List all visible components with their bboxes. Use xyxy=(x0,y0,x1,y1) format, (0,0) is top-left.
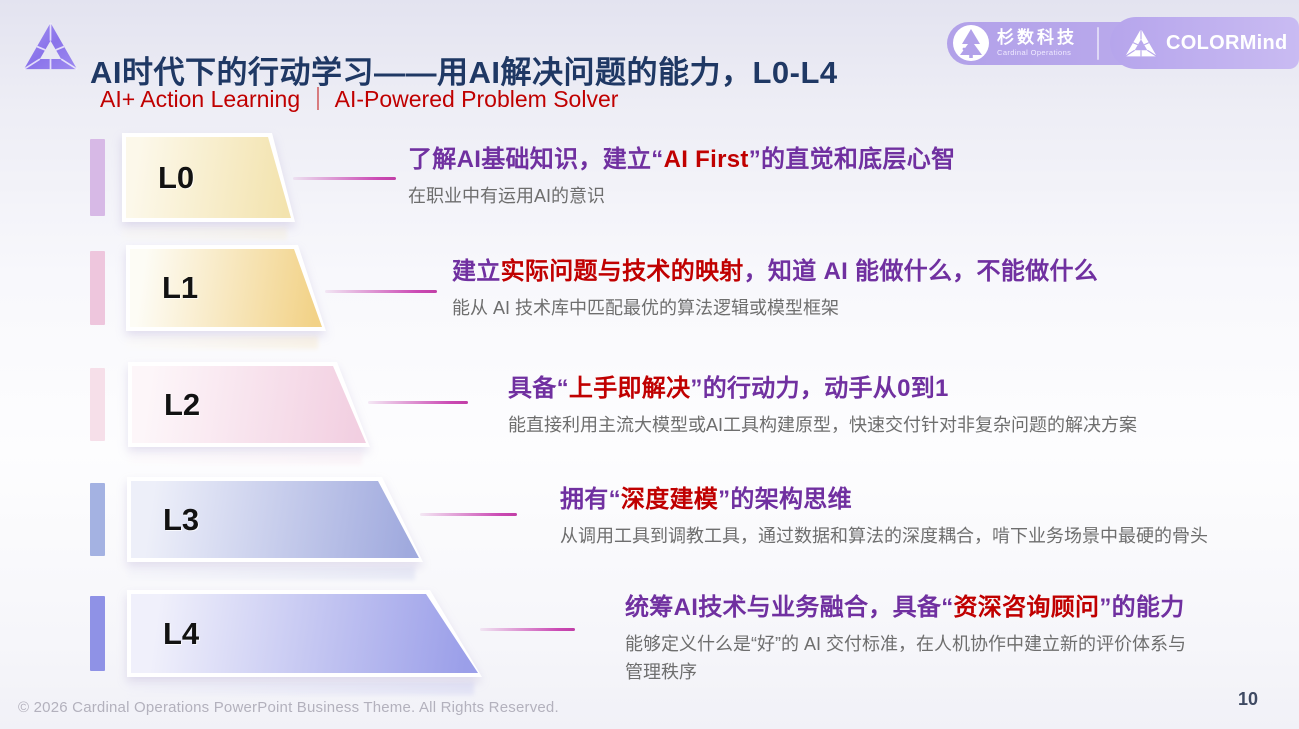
slide-title: AI时代下的行动学习——用AI解决问题的能力，L0-L4 xyxy=(90,54,838,90)
connector-line xyxy=(480,628,575,631)
level-badge: L0 xyxy=(158,159,195,195)
level-desc: 在职业中有运用AI的意识 xyxy=(408,186,606,206)
level-shape-l0 xyxy=(122,133,295,222)
level-accent-bar xyxy=(90,368,105,441)
level-badge: L2 xyxy=(164,386,201,422)
level-shape-l2 xyxy=(128,362,370,447)
level-desc: 从调用工具到调教工具，通过数据和算法的深度耦合，啃下业务场景中最硬的骨头 xyxy=(560,526,1208,546)
level-desc: 能从 AI 技术库中匹配最优的算法逻辑或模型框架 xyxy=(452,298,840,318)
slide-subtitle: AI+ Action Learning ｜ AI-Powered Problem… xyxy=(100,86,619,112)
level-title: 拥有“深度建模”的架构思维 xyxy=(560,486,852,513)
level-title: 建立实际问题与技术的映射，知道 AI 能做什么，不能做什么 xyxy=(452,258,1099,285)
shape-reflection xyxy=(127,682,474,695)
level-accent-bar xyxy=(90,483,105,556)
cardinal-name-cn: 杉数科技 xyxy=(997,28,1077,48)
level-title: 了解AI基础知识，建立“AI First”的直觉和底层心智 xyxy=(408,146,956,173)
level-accent-bar xyxy=(90,139,105,216)
level-shape-l4 xyxy=(127,590,482,677)
connector-line xyxy=(325,290,437,293)
level-badge: L4 xyxy=(163,615,200,651)
shape-reflection xyxy=(122,227,287,240)
level-badge: L1 xyxy=(162,270,199,305)
connector-line xyxy=(368,401,468,404)
level-title: 统筹AI技术与业务融合，具备“资深咨询顾问”的能力 xyxy=(625,594,1185,621)
level-badge: L3 xyxy=(163,501,200,537)
colormind-name: COLORMind xyxy=(1166,31,1288,54)
level-shape-l3 xyxy=(127,477,423,562)
shape-reflection xyxy=(127,567,415,580)
shape-reflection xyxy=(126,336,318,349)
colormind-cube-triangle-logo xyxy=(23,22,78,70)
level-shape-l1 xyxy=(126,245,326,331)
copyright-text: © 2026 Cardinal Operations PowerPoint Bu… xyxy=(18,699,559,716)
cardinal-tree-icon xyxy=(953,25,989,61)
level-desc: 能直接利用主流大模型或AI工具构建原型，快速交付针对非复杂问题的解决方案 xyxy=(508,415,1138,435)
shape-reflection xyxy=(128,452,362,465)
colormind-triangle-icon xyxy=(1124,28,1158,57)
level-accent-bar xyxy=(90,251,105,325)
colormind-brand: COLORMind xyxy=(1110,17,1299,69)
brand-divider xyxy=(1097,27,1099,60)
cardinal-brand: 杉数科技 Cardinal Operations xyxy=(952,24,1077,62)
level-title: 具备“上手即解决”的行动力，动手从0到1 xyxy=(508,375,949,402)
cardinal-name-en: Cardinal Operations xyxy=(997,48,1072,58)
connector-line xyxy=(293,177,396,180)
connector-line xyxy=(420,513,517,516)
level-desc: 能够定义什么是“好”的 AI 交付标准，在人机协作中建立新的评价体系与管理秩序 xyxy=(625,634,1186,682)
level-accent-bar xyxy=(90,596,105,671)
page-number: 10 xyxy=(1238,689,1259,709)
